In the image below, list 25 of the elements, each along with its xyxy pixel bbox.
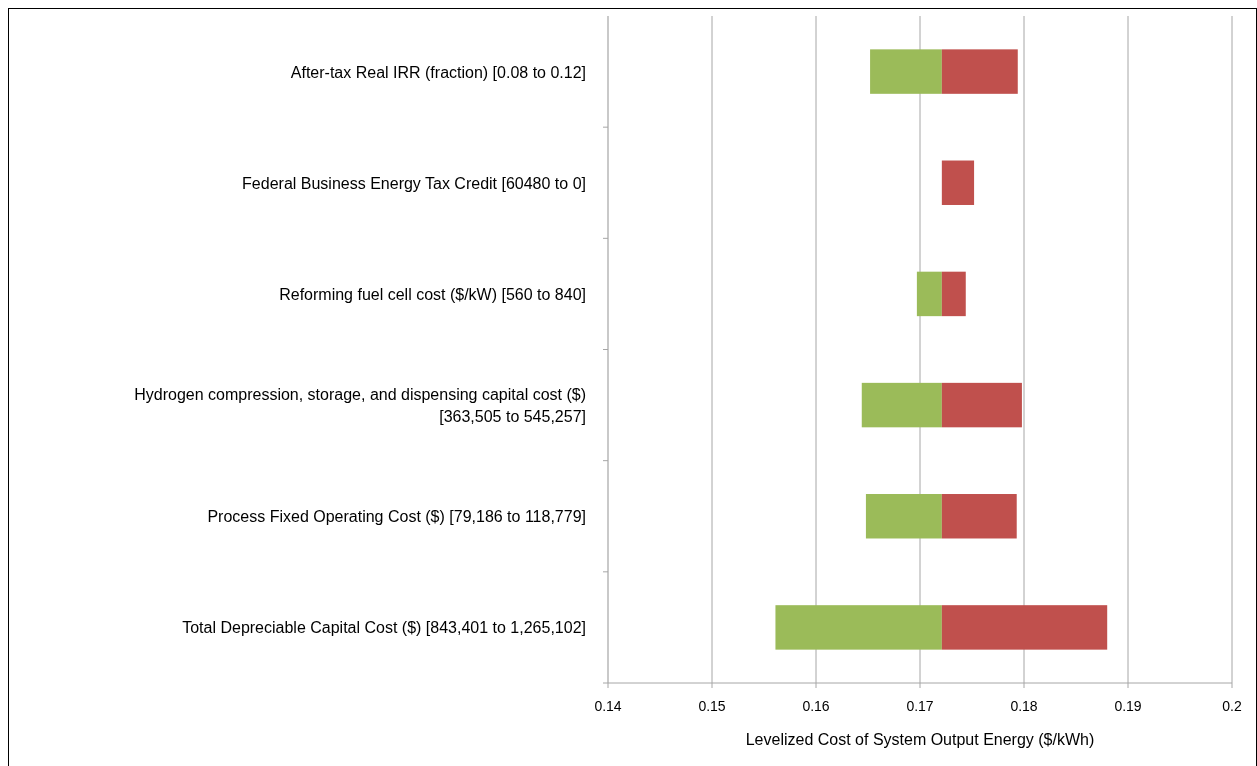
bar [941, 382, 1022, 428]
y-tick-label: Process Fixed Operating Cost ($) [79,186 to 118,779] [207, 508, 586, 526]
y-tick-label: Hydrogen compression, storage, and dispensing capital cost ($) [363,505 to 545,257] [134, 386, 586, 426]
x-tick-label: 0.15 [698, 698, 726, 714]
bar [941, 49, 1018, 94]
y-tick-label: After-tax Real IRR (fraction) [0.08 to 0.12] [290, 63, 586, 81]
x-tick-label: 0.17 [906, 698, 934, 714]
y-tick-label: Total Depreciable Capital Cost ($) [843,401 to 1,265,102] [182, 619, 586, 637]
x-tick-label: 0.19 [1114, 698, 1142, 714]
bar [916, 271, 942, 317]
bar [941, 160, 975, 205]
x-tick-label: 0.2 [1222, 698, 1242, 714]
bar [775, 605, 942, 650]
x-tick-label: 0.14 [594, 698, 622, 714]
bar [861, 382, 942, 428]
bar [865, 494, 942, 539]
y-tick-label: Reforming fuel cell cost ($/kW) [560 to 840] [279, 285, 586, 303]
bar [941, 494, 1017, 539]
bar [941, 271, 966, 317]
y-tick-label: Federal Business Energy Tax Credit [60480 to 0] [242, 174, 586, 192]
x-axis-title: Levelized Cost of System Output Energy ($/kWh) [745, 731, 1095, 748]
x-tick-label: 0.18 [1010, 698, 1038, 714]
bar [870, 49, 942, 94]
x-tick-label: 0.16 [802, 698, 830, 714]
bar [941, 605, 1108, 650]
